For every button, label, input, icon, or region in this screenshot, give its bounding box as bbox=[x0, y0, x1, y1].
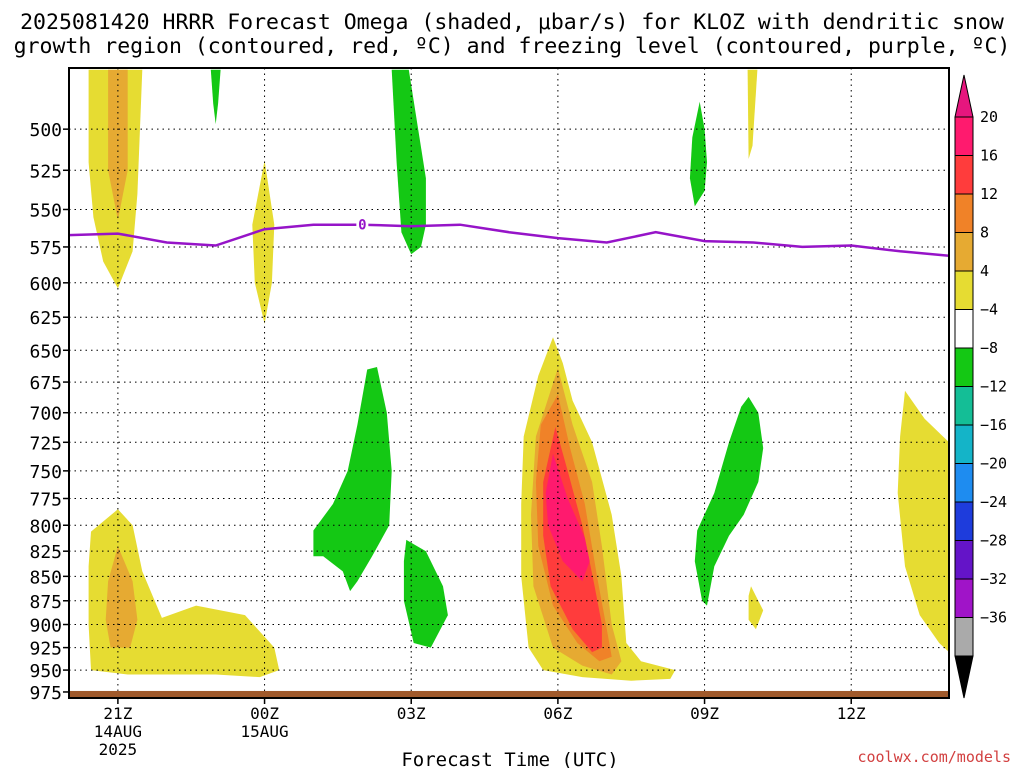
y-tick-label-500: 500 bbox=[29, 120, 62, 141]
colorbar-label-8: −16 bbox=[980, 416, 1007, 434]
y-tick-label-975: 975 bbox=[29, 683, 62, 704]
colorbar-swatch-6 bbox=[954, 347, 974, 387]
y-tick-label-950: 950 bbox=[29, 661, 62, 682]
y-tick-label-675: 675 bbox=[29, 373, 62, 394]
colorbar-label-6: −8 bbox=[980, 339, 998, 357]
colorbar-swatch-4 bbox=[954, 270, 974, 310]
colorbar-label-12: −32 bbox=[980, 570, 1007, 588]
freezing-level-label: 0 bbox=[358, 218, 366, 234]
omega-region-yellow-upper-09z bbox=[747, 69, 758, 159]
colorbar-label-2: 12 bbox=[980, 185, 998, 203]
omega-region-green-upper-03z bbox=[391, 69, 426, 255]
omega-region-green-low-03z bbox=[403, 539, 448, 648]
omega-region-yellow-upper-00z bbox=[252, 160, 275, 324]
colorbar-swatch-13 bbox=[954, 617, 974, 657]
omega-region-green-upper-01z bbox=[210, 69, 221, 125]
x-tick-label-03Z: 03Z bbox=[397, 704, 426, 723]
colorbar-label-7: −12 bbox=[980, 378, 1007, 396]
y-tick-label-700: 700 bbox=[29, 404, 62, 425]
omega-region-orange-upper-21z bbox=[108, 69, 128, 221]
y-tick-label-525: 525 bbox=[29, 161, 62, 182]
y-tick-label-825: 825 bbox=[29, 542, 62, 563]
colorbar-top-arrow bbox=[954, 74, 974, 118]
y-tick-label-750: 750 bbox=[29, 462, 62, 483]
omega-region-green-mid-01z bbox=[313, 367, 392, 592]
chart-title-line-2: growth region (contoured, red, ºC) and f… bbox=[14, 34, 1011, 59]
omega-region-orange-low-21z bbox=[105, 546, 138, 648]
y-tick-label-900: 900 bbox=[29, 616, 62, 637]
colorbar-label-1: 16 bbox=[980, 147, 998, 165]
colorbar-swatch-8 bbox=[954, 424, 974, 464]
omega-region-yellow-small-09z bbox=[748, 586, 764, 630]
y-tick-label-775: 775 bbox=[29, 489, 62, 510]
colorbar-swatch-7 bbox=[954, 386, 974, 426]
y-tick-label-575: 575 bbox=[29, 238, 62, 259]
colorbar-label-5: −4 bbox=[980, 301, 998, 319]
x-tick-label-06Z: 06Z bbox=[543, 704, 572, 723]
x-tick-date-00Z: 15AUG bbox=[240, 722, 288, 741]
colorbar-swatch-11 bbox=[954, 540, 974, 580]
chart-title-line-1: 2025081420 HRRR Forecast Omega (shaded, … bbox=[20, 10, 1004, 35]
colorbar-swatch-2 bbox=[954, 193, 974, 233]
x-tick-date-21Z: 14AUG bbox=[94, 722, 142, 741]
terrain-strip bbox=[69, 690, 949, 698]
colorbar-label-13: −36 bbox=[980, 609, 1007, 627]
y-tick-label-725: 725 bbox=[29, 433, 62, 454]
colorbar-swatch-9 bbox=[954, 463, 974, 503]
colorbar-label-0: 20 bbox=[980, 108, 998, 126]
colorbar-label-4: 4 bbox=[980, 262, 989, 280]
omega-region-green-mid-09z bbox=[694, 396, 764, 606]
y-tick-label-875: 875 bbox=[29, 592, 62, 613]
y-axis-ticks: 500 525 550 575 600 625 650 675 700 725 750 775 800 8… bbox=[29, 120, 69, 704]
plot-background bbox=[69, 68, 949, 698]
plot-frame bbox=[68, 67, 950, 699]
x-axis-label: Forecast Time (UTC) bbox=[401, 749, 618, 768]
credit-text: coolwx.com/models bbox=[857, 748, 1011, 766]
x-tick-label-09Z: 09Z bbox=[690, 704, 719, 723]
colorbar-swatch-1 bbox=[954, 155, 974, 195]
x-tick-year-21Z: 2025 bbox=[99, 740, 138, 759]
colorbar: 20 16 12 8 4 −4 −8 −12 −16 −20 −24 −28 −32 −36 bbox=[954, 74, 1007, 699]
colorbar-label-10: −24 bbox=[980, 493, 1007, 511]
colorbar-label-9: −20 bbox=[980, 455, 1007, 473]
x-tick-label-00Z: 00Z bbox=[250, 704, 279, 723]
colorbar-swatch-10 bbox=[954, 501, 974, 541]
terrain-fill bbox=[69, 690, 949, 698]
y-tick-label-625: 625 bbox=[29, 308, 62, 329]
freezing-level-contour: 0 bbox=[69, 216, 949, 257]
y-tick-label-550: 550 bbox=[29, 200, 62, 221]
colorbar-label-11: −28 bbox=[980, 532, 1007, 550]
freezing-level-line bbox=[69, 223, 949, 257]
x-tick-label-12Z: 12Z bbox=[837, 704, 866, 723]
colorbar-bottom-arrow bbox=[954, 655, 974, 699]
y-tick-label-650: 650 bbox=[29, 341, 62, 362]
omega-region-yellow-right-13z bbox=[897, 390, 949, 653]
dotted-grid bbox=[69, 68, 949, 698]
plot-area: 0 bbox=[68, 67, 950, 699]
x-tick-label-21Z: 21Z bbox=[103, 704, 132, 723]
y-tick-label-850: 850 bbox=[29, 567, 62, 588]
y-tick-label-600: 600 bbox=[29, 274, 62, 295]
colorbar-swatch-12 bbox=[954, 578, 974, 618]
omega-region-magenta-main-06z bbox=[545, 453, 590, 582]
colorbar-label-3: 8 bbox=[980, 224, 989, 242]
y-tick-label-800: 800 bbox=[29, 516, 62, 537]
freezing-level-label-bg bbox=[356, 216, 369, 233]
colorbar-swatch-5 bbox=[954, 309, 974, 349]
colorbar-swatch-3 bbox=[954, 232, 974, 272]
y-tick-label-925: 925 bbox=[29, 639, 62, 660]
colorbar-swatch-0 bbox=[954, 116, 974, 156]
omega-region-green-upper-08z bbox=[689, 101, 707, 207]
